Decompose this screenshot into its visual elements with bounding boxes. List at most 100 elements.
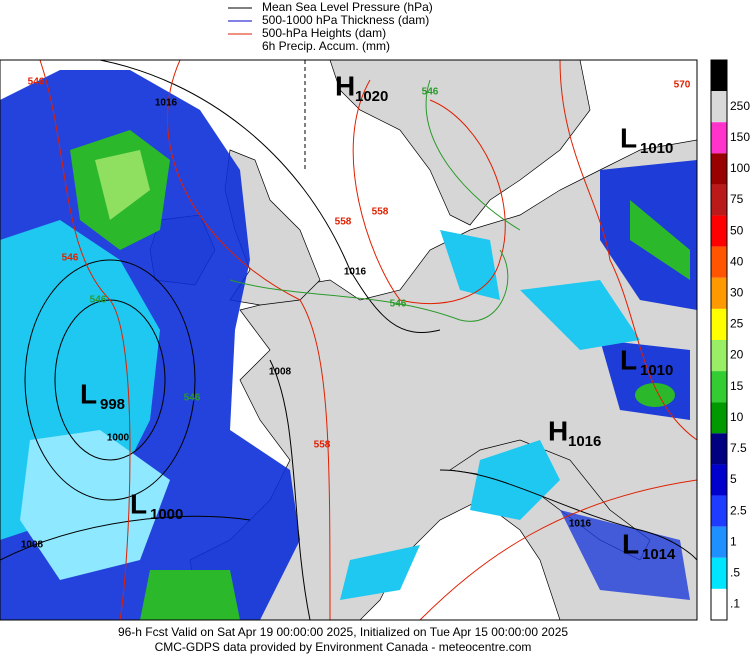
isobars <box>0 60 697 620</box>
map: 546 1016 570 546 558 558 1016 546 546 1008 1000 558… <box>0 59 698 621</box>
height-contour <box>559 60 697 441</box>
colorbar-label: .5 <box>730 566 740 580</box>
contour-label: 546 <box>184 393 201 404</box>
contour-label: 1000 <box>107 433 130 444</box>
center-value: 1020 <box>355 88 388 105</box>
center-value: 998 <box>100 396 125 413</box>
precip-area <box>20 430 170 580</box>
colorbar: 250 150 100 75 50 40 30 25 20 15 10 7.5 5 2.5 1 .5 .1 <box>710 59 750 621</box>
center-value: 1010 <box>640 140 673 157</box>
center-letter: H <box>335 70 355 101</box>
center-value: 1016 <box>568 433 601 450</box>
contour-label: 558 <box>372 207 389 218</box>
precip-area <box>140 570 240 620</box>
colorbar-label: 40 <box>730 254 744 268</box>
precip-area <box>470 440 560 520</box>
height-contour <box>419 479 697 620</box>
colorbar-swatch <box>711 495 727 527</box>
colorbar-swatch <box>711 526 727 558</box>
colorbar-label: 250 <box>730 99 750 113</box>
isobar <box>99 60 441 333</box>
center-letter: L <box>620 122 637 153</box>
contour-label: 1016 <box>569 519 592 530</box>
colorbar-swatch <box>711 277 727 309</box>
height-contour <box>352 79 506 305</box>
colorbar-swatch <box>711 246 727 278</box>
colorbar-label: .1 <box>730 597 740 611</box>
contour-labels: 546 1016 570 546 558 558 1016 546 546 1008 1000 558… <box>21 77 691 551</box>
colorbar-swatch <box>711 402 727 434</box>
land-scandinavia <box>329 60 591 226</box>
precip-area <box>635 383 675 407</box>
colorbar-swatch <box>711 371 727 403</box>
colorbar-swatch <box>711 433 727 465</box>
colorbar-swatch <box>711 184 727 216</box>
contour-label: 546 <box>422 87 439 98</box>
legend: Mean Sea Level Pressure (hPa) 500-1000 h… <box>228 0 433 53</box>
colorbar-swatch <box>711 588 727 620</box>
height-contours <box>39 60 697 620</box>
height-contour <box>39 60 131 620</box>
isobar <box>269 359 311 620</box>
colorbar-swatch <box>711 464 727 496</box>
colorbar-label: 30 <box>730 286 744 300</box>
thickness-contour <box>229 249 509 322</box>
contour-label: 1016 <box>155 98 178 109</box>
height-contour <box>166 60 331 620</box>
contour-label: 1008 <box>269 367 292 378</box>
colorbar-swatch <box>711 153 727 185</box>
thickness-contours <box>229 79 521 322</box>
center-letter: L <box>622 528 639 559</box>
contour-label: 546 <box>62 253 79 264</box>
colorbar-label: 1 <box>730 534 737 548</box>
contour-label: 546 <box>390 299 407 310</box>
contour-label: 570 <box>674 80 691 91</box>
legend-label: 500-1000 hPa Thickness (dam) <box>262 13 429 27</box>
center-letter: L <box>80 378 97 409</box>
contour-label: 558 <box>314 440 331 451</box>
contour-label: 546 <box>90 295 107 306</box>
colorbar-label: 150 <box>730 130 750 144</box>
precip-area <box>95 150 150 220</box>
colorbar-label: 2.5 <box>730 503 747 517</box>
thickness-contour <box>425 79 521 231</box>
isobar <box>24 259 196 501</box>
colorbar-swatch <box>711 557 727 589</box>
colorbar-swatch <box>711 340 727 372</box>
colorbar-label: 5 <box>730 472 737 486</box>
center-value: 1000 <box>150 506 183 523</box>
contour-label: 546 <box>28 77 45 88</box>
colorbar-swatch <box>711 308 727 340</box>
colorbar-label: 100 <box>730 161 750 175</box>
colorbar-label: 75 <box>730 192 744 206</box>
footer-line: CMC-GDPS data provided by Environment Ca… <box>155 640 532 654</box>
colorbar-swatch <box>711 91 727 123</box>
center-letter: L <box>130 488 147 519</box>
map-frame <box>0 59 698 621</box>
colorbar-swatch <box>711 122 727 154</box>
center-value: 1010 <box>640 362 673 379</box>
precip-area <box>630 200 690 280</box>
precip-area <box>440 230 500 300</box>
colorbar-label: 10 <box>730 410 744 424</box>
center-letter: L <box>620 344 637 375</box>
colorbar-label: 25 <box>730 317 744 331</box>
colorbar-swatch <box>711 60 727 92</box>
precip-area <box>520 280 640 350</box>
precip-area <box>340 545 420 600</box>
precip-area <box>560 510 690 600</box>
colorbar-swatch <box>711 215 727 247</box>
legend-label: Mean Sea Level Pressure (hPa) <box>262 0 433 14</box>
colorbar-label: 15 <box>730 379 744 393</box>
colorbar-frame <box>710 59 728 621</box>
isobar <box>439 469 697 561</box>
center-value: 1014 <box>642 546 676 563</box>
contour-label: 558 <box>335 217 352 228</box>
contour-label: 1008 <box>21 540 44 551</box>
colorbar-label: 20 <box>730 348 744 362</box>
footer-line: 96-h Fcst Valid on Sat Apr 19 00:00:00 2… <box>118 625 568 639</box>
colorbar-label: 7.5 <box>730 441 747 455</box>
center-letter: H <box>548 415 568 446</box>
legend-label: 6h Precip. Accum. (mm) <box>262 39 390 53</box>
